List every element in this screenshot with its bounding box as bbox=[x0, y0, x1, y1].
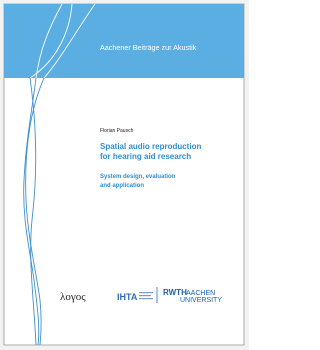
rwth-logo: RWTH bbox=[163, 288, 187, 297]
title-line: Spatial audio reproduction bbox=[100, 142, 201, 151]
subtitle-line: and application bbox=[100, 183, 144, 189]
book-cover: Aachener Beiträge zur Akustik Florian Pa… bbox=[0, 0, 249, 350]
ihta-logo: IHTA bbox=[117, 292, 138, 302]
ihta-small-text bbox=[139, 292, 153, 299]
top-band bbox=[4, 4, 244, 78]
rwth-sub: AACHEN bbox=[186, 290, 215, 297]
rwth-sub: UNIVERSITY bbox=[180, 297, 222, 304]
subtitle-line: System design, evaluation bbox=[100, 174, 176, 180]
series-name: Aachener Beiträge zur Akustik bbox=[100, 43, 197, 52]
author: Florian Pausch bbox=[100, 128, 134, 134]
title-line: for hearing aid research bbox=[100, 152, 191, 161]
publisher: λογος bbox=[60, 291, 86, 303]
